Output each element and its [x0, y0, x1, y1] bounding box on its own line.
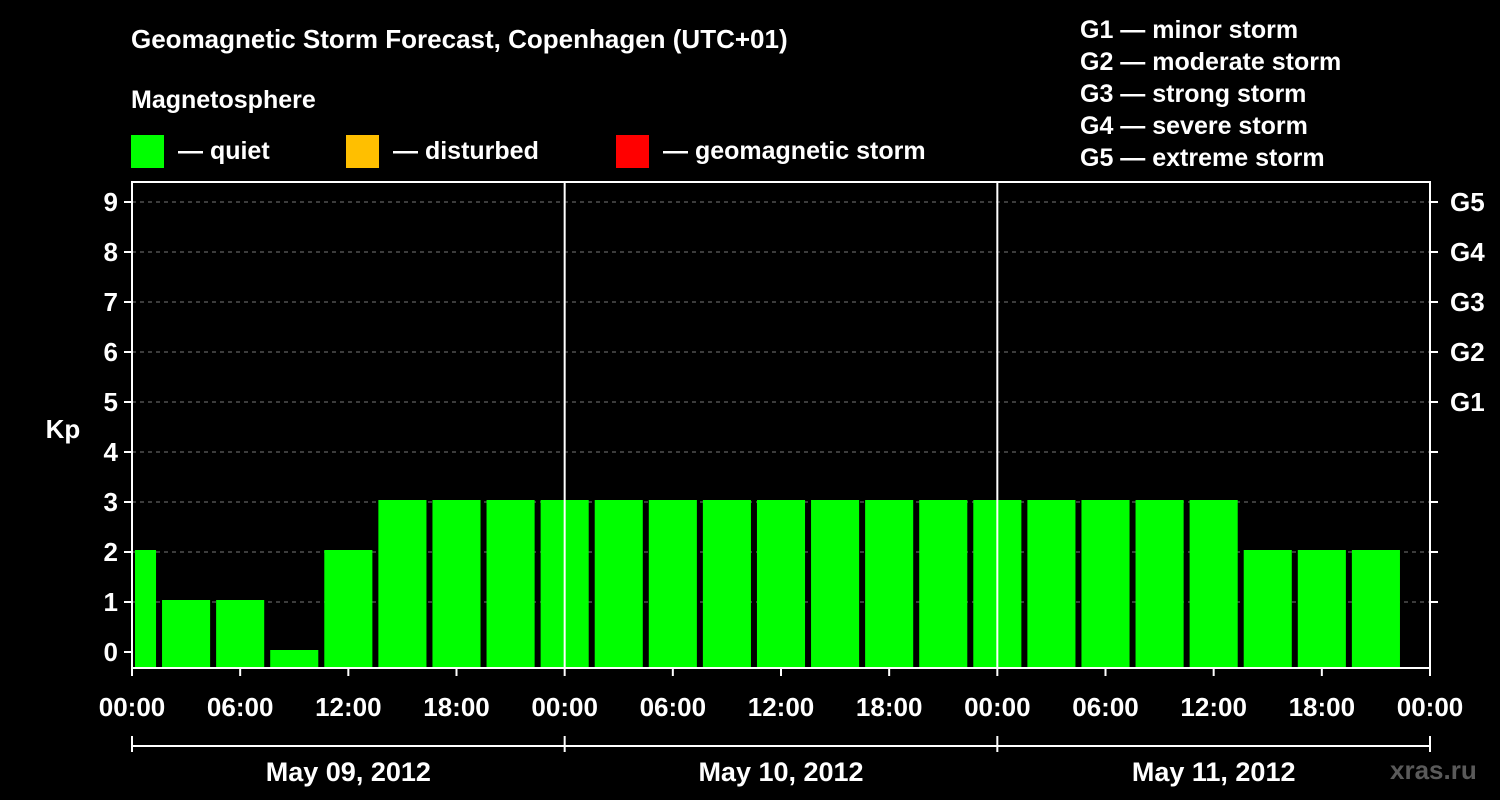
chart-title: Geomagnetic Storm Forecast, Copenhagen (…	[131, 24, 788, 54]
kp-bar	[486, 500, 535, 668]
legend-swatch-disturbed	[346, 134, 379, 168]
kp-bar	[432, 500, 481, 668]
kp-bar	[1081, 500, 1130, 668]
kp-bar	[702, 500, 751, 668]
y-tick-label: 0	[104, 637, 118, 667]
legend-label-storm: — geomagnetic storm	[663, 136, 926, 165]
day-label: May 09, 2012	[266, 757, 431, 787]
y-axis-label: Kp	[46, 414, 81, 444]
right-tick-label: G4	[1450, 237, 1485, 267]
x-tick-label: 00:00	[1397, 692, 1464, 722]
kp-bar	[1297, 550, 1346, 668]
kp-bar	[216, 600, 265, 668]
kp-bar	[270, 650, 319, 668]
x-tick-label: 06:00	[207, 692, 274, 722]
kp-bar	[865, 500, 914, 668]
y-tick-label: 5	[104, 387, 118, 417]
kp-bar	[811, 500, 860, 668]
g-scale-g4: G4 — severe storm	[1080, 112, 1308, 140]
watermark: xras.ru	[1390, 755, 1477, 785]
kp-bar	[135, 550, 157, 668]
y-tick-label: 1	[104, 587, 118, 617]
x-tick-label: 12:00	[748, 692, 815, 722]
kp-bar	[1027, 500, 1076, 668]
kp-bar	[378, 500, 427, 668]
day-label: May 10, 2012	[698, 757, 863, 787]
x-tick-label: 06:00	[1072, 692, 1139, 722]
legend-swatch-quiet	[131, 134, 164, 168]
y-tick-label: 4	[104, 437, 119, 467]
kp-bar	[1135, 500, 1184, 668]
legend-item-quiet: — quiet	[131, 134, 270, 168]
y-tick-label: 2	[104, 537, 118, 567]
x-tick-label: 12:00	[1180, 692, 1247, 722]
x-tick-label: 18:00	[423, 692, 490, 722]
y-tick-label: 6	[104, 337, 118, 367]
g-scale-g2: G2 — moderate storm	[1080, 48, 1342, 76]
x-tick-label: 00:00	[531, 692, 598, 722]
x-tick-label: 18:00	[856, 692, 923, 722]
legend-item-disturbed: — disturbed	[346, 134, 539, 168]
g-scale-g3: G3 — strong storm	[1080, 80, 1307, 108]
x-tick-label: 18:00	[1289, 692, 1356, 722]
right-tick-label: G2	[1450, 337, 1485, 367]
kp-bar	[756, 500, 806, 668]
g-scale-g1: G1 — minor storm	[1080, 16, 1299, 44]
g-scale-g5: G5 — extreme storm	[1080, 144, 1325, 172]
right-tick-label: G3	[1450, 287, 1485, 317]
legend-swatch-storm	[616, 134, 649, 168]
right-tick-label: G5	[1450, 187, 1485, 217]
legend-subtitle: Magnetosphere	[131, 86, 316, 114]
kp-bar	[594, 500, 643, 668]
y-tick-label: 7	[104, 287, 118, 317]
kp-bar	[324, 550, 373, 668]
legend-label-quiet: — quiet	[178, 136, 270, 165]
y-tick-label: 3	[104, 487, 118, 517]
kp-bar	[162, 600, 211, 668]
y-tick-label: 8	[104, 237, 118, 267]
right-tick-label: G1	[1450, 387, 1485, 417]
x-tick-label: 00:00	[964, 692, 1031, 722]
y-tick-label: 9	[104, 187, 118, 217]
kp-bar	[1351, 550, 1400, 668]
x-tick-label: 06:00	[640, 692, 707, 722]
legend-label-disturbed: — disturbed	[393, 136, 539, 165]
kp-bar	[919, 500, 968, 668]
kp-bar	[1189, 500, 1238, 668]
legend-item-storm: — geomagnetic storm	[616, 134, 926, 168]
g-scale-legend: G1 — minor storm G2 — moderate storm G3 …	[1080, 14, 1341, 174]
x-tick-label: 12:00	[315, 692, 382, 722]
kp-bar	[1243, 550, 1292, 668]
day-label: May 11, 2012	[1132, 757, 1296, 787]
x-tick-label: 00:00	[99, 692, 166, 722]
kp-bar	[648, 500, 697, 668]
